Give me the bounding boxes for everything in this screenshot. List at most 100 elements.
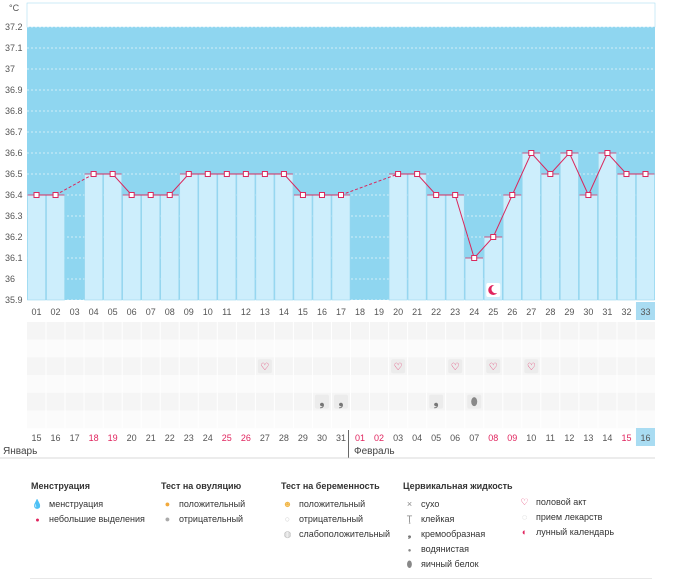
y-tick-label: 37.2 bbox=[5, 22, 23, 32]
date-label: 16 bbox=[640, 433, 650, 443]
info-row bbox=[27, 357, 655, 376]
circle-orange-icon: ● bbox=[164, 499, 171, 509]
date-label: 15 bbox=[621, 433, 631, 443]
date-label: 13 bbox=[583, 433, 593, 443]
temperature-bar bbox=[560, 152, 579, 301]
date-label: 11 bbox=[546, 433, 555, 443]
dashed-line bbox=[340, 173, 399, 196]
legend-ovulation: Тест на овуляцию ● положительный ● отрицат… bbox=[161, 481, 245, 527]
temperature-bar bbox=[217, 173, 237, 301]
temperature-bar bbox=[179, 173, 199, 301]
info-row bbox=[27, 410, 655, 429]
temperature-bar bbox=[312, 194, 332, 301]
legend-label: кремообразная bbox=[421, 529, 486, 539]
legend-item: ◐ лунный календарь bbox=[518, 525, 614, 540]
date-label: 29 bbox=[298, 433, 308, 443]
legend-title: Менструация bbox=[31, 481, 90, 491]
temperature-point bbox=[623, 171, 630, 177]
heart-icon: ♡ bbox=[520, 497, 529, 507]
y-tick-label: 36.4 bbox=[5, 190, 23, 200]
y-tick-label: 36.5 bbox=[5, 169, 23, 179]
legend-item: ● отрицательный bbox=[161, 512, 245, 527]
date-label: 28 bbox=[279, 433, 289, 443]
temperature-bar bbox=[579, 194, 598, 301]
y-tick-label: 35.9 bbox=[5, 295, 23, 305]
month-label-february: Февраль bbox=[354, 446, 395, 457]
temperature-bar bbox=[541, 173, 560, 301]
date-label: 19 bbox=[108, 433, 118, 443]
temperature-bar bbox=[445, 194, 465, 301]
date-label: 03 bbox=[393, 433, 403, 443]
drop-small-icon: ● bbox=[35, 517, 40, 524]
date-label: 27 bbox=[260, 433, 270, 443]
temperature-point bbox=[338, 192, 344, 198]
cycle-day-label: 26 bbox=[507, 307, 517, 317]
cycle-day-label: 23 bbox=[450, 307, 460, 317]
date-label: 20 bbox=[127, 433, 137, 443]
temperature-point bbox=[490, 234, 497, 240]
temperature-point bbox=[109, 171, 116, 177]
plot-top-band bbox=[26, 2, 656, 28]
temperature-bar bbox=[426, 194, 446, 301]
date-label: 18 bbox=[89, 433, 99, 443]
y-tick-label: 36.2 bbox=[5, 232, 23, 242]
heart-icon: ♡ bbox=[394, 362, 403, 373]
legend-item: ● положительный bbox=[161, 497, 245, 512]
cycle-day-label: 08 bbox=[165, 307, 175, 317]
temperature-point bbox=[166, 192, 173, 198]
legend-item: ❟ кремообразная bbox=[403, 527, 513, 542]
cycle-day-label: 04 bbox=[89, 307, 99, 317]
temperature-bar bbox=[236, 173, 256, 301]
cycle-day-label: 06 bbox=[127, 307, 137, 317]
legend-item: × сухо bbox=[403, 497, 513, 512]
marker-cell bbox=[334, 394, 348, 409]
legend-item: ⬮ яичный белок bbox=[403, 557, 513, 572]
moon-icon: ◐ bbox=[521, 527, 528, 537]
current-date-highlight bbox=[635, 428, 655, 446]
circle-white-icon: ○ bbox=[284, 514, 291, 524]
creamy-icon: ❟ bbox=[407, 529, 412, 539]
cycle-day-label: 31 bbox=[602, 307, 612, 317]
legend-label: водянистая bbox=[421, 544, 470, 554]
temperature-point bbox=[604, 150, 611, 156]
cycle-day-label: 07 bbox=[146, 307, 156, 317]
egg-white-icon bbox=[471, 397, 478, 407]
temperature-point bbox=[90, 171, 97, 177]
temperature-point bbox=[299, 192, 306, 198]
legend-title: Цервикальная жидкость bbox=[403, 481, 513, 491]
legend-item: ○ отрицательный bbox=[281, 512, 390, 527]
cycle-day-label: 30 bbox=[583, 307, 593, 317]
temperature-bar bbox=[198, 173, 218, 301]
legend-label: яичный белок bbox=[421, 559, 479, 569]
legend-item: ● небольшие выделения bbox=[31, 512, 145, 527]
legend-menstruation: Менструация 💧 менструация ● небольшие выде… bbox=[31, 481, 145, 527]
legend-title: Тест на беременность bbox=[281, 481, 380, 491]
temperature-point bbox=[147, 192, 154, 198]
marker-cell bbox=[257, 359, 272, 374]
temperature-point bbox=[547, 171, 554, 177]
legend-item: ☻ положительный bbox=[281, 497, 390, 512]
temperature-point bbox=[280, 171, 287, 177]
legend-title: Тест на овуляцию bbox=[161, 481, 242, 491]
temperature-point bbox=[642, 171, 649, 177]
heart-icon: ♡ bbox=[527, 362, 536, 373]
heart-icon: ♡ bbox=[489, 362, 498, 373]
legend-label: слабоположительный bbox=[299, 529, 391, 539]
cycle-day-label: 24 bbox=[469, 307, 479, 317]
footer-divider bbox=[30, 578, 652, 579]
y-tick-label: 36.9 bbox=[5, 85, 23, 95]
cycle-day-label: 11 bbox=[222, 307, 231, 317]
date-label: 08 bbox=[488, 433, 498, 443]
legend-label: небольшие выделения bbox=[49, 514, 145, 524]
legend-label: менструация bbox=[49, 499, 104, 509]
date-label: 30 bbox=[317, 433, 327, 443]
cycle-day-label: 03 bbox=[70, 307, 80, 317]
temperature-bar bbox=[407, 173, 427, 301]
legend-item: ● водянистая bbox=[403, 542, 513, 557]
info-row bbox=[27, 322, 655, 340]
date-label: 10 bbox=[526, 433, 536, 443]
cycle-day-label: 01 bbox=[32, 307, 42, 317]
temperature-bar bbox=[617, 173, 636, 301]
date-label: 26 bbox=[241, 433, 251, 443]
